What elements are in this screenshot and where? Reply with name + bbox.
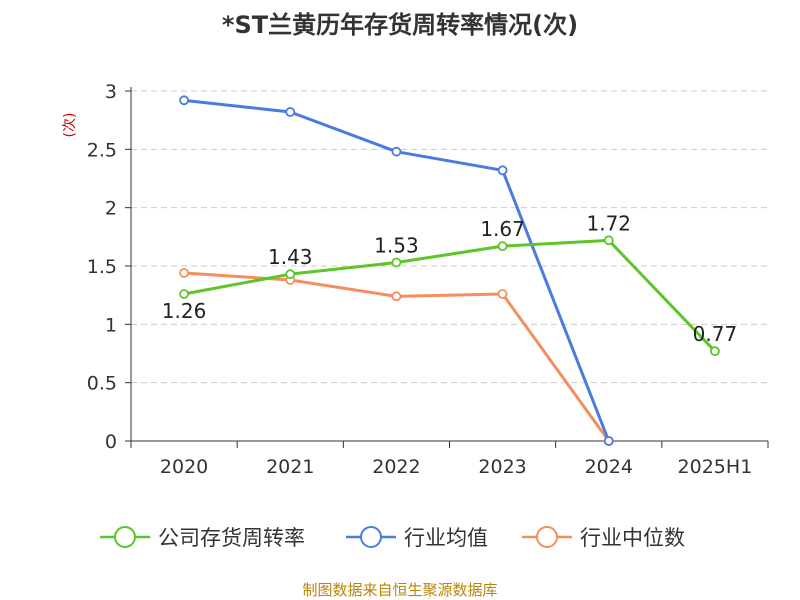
- legend-item: 行业中位数: [522, 526, 685, 550]
- legend-marker: [114, 526, 136, 548]
- series-layer: 1.26 1.43 1.53 1.67 1.72 0.77: [162, 95, 738, 446]
- data-point: [603, 436, 614, 446]
- data-point: [497, 241, 508, 252]
- x-tick-label: 2020: [160, 456, 208, 478]
- y-tick-label: 1.5: [87, 256, 117, 278]
- data-point: [603, 235, 614, 246]
- legend-marker: [536, 526, 558, 548]
- x-tick-label: 2024: [585, 456, 633, 478]
- data-label: 1.53: [374, 234, 419, 258]
- y-axis-unit: (次): [62, 113, 78, 138]
- series-0: [179, 235, 720, 357]
- data-label: 1.26: [162, 299, 207, 323]
- x-tick-label: 2025H1: [678, 456, 753, 478]
- chart-title: *ST兰黄历年存货周转率情况(次): [222, 11, 578, 39]
- source-note: 制图数据来自恒生聚源数据库: [302, 581, 497, 599]
- data-point: [179, 268, 189, 278]
- legend-item: 公司存货周转率: [100, 526, 305, 550]
- data-point: [497, 289, 508, 299]
- y-tick-label: 2.5: [87, 139, 117, 161]
- data-label: 1.67: [480, 217, 525, 241]
- series-2: [179, 268, 614, 446]
- data-label: 1.43: [268, 245, 313, 269]
- x-tick-label: 2023: [478, 456, 526, 478]
- legend: 公司存货周转率 行业均值 行业中位数: [100, 526, 685, 550]
- series-line: [183, 238, 716, 353]
- y-tick-label: 2: [105, 198, 117, 220]
- data-point: [391, 146, 402, 157]
- x-tick-label: 2022: [372, 456, 420, 478]
- series-1: [179, 95, 614, 446]
- grid: [131, 90, 768, 384]
- data-point: [285, 107, 296, 117]
- data-point: [710, 346, 720, 357]
- legend-label: 公司存货周转率: [158, 526, 305, 550]
- data-point: [497, 165, 508, 176]
- data-label: 0.77: [693, 322, 738, 346]
- data-point: [391, 257, 402, 268]
- x-tick-label: 2021: [266, 456, 314, 478]
- data-point: [391, 291, 402, 302]
- data-label: 1.72: [586, 211, 631, 235]
- data-point: [179, 95, 189, 106]
- legend-label: 行业均值: [404, 526, 488, 550]
- data-point: [179, 289, 189, 299]
- y-tick-label: 3: [105, 81, 117, 103]
- y-tick-label: 0: [105, 431, 117, 453]
- data-point: [285, 269, 296, 280]
- axes: 0 0.5 1 1.5 2 2.5 3 2020 2021 2022 2023 2024 2025H1: [87, 81, 769, 478]
- legend-marker: [360, 526, 382, 548]
- legend-label: 行业中位数: [580, 526, 685, 550]
- legend-item: 行业均值: [346, 526, 488, 550]
- y-tick-label: 1: [105, 314, 117, 336]
- y-tick-label: 0.5: [87, 373, 117, 395]
